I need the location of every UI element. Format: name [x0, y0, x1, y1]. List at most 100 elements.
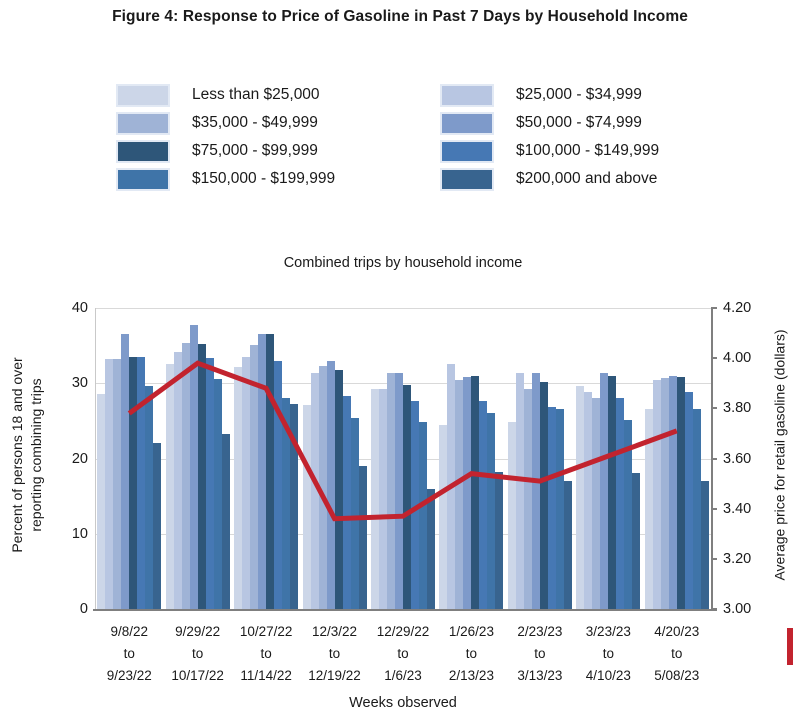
- legend-label: $100,000 - $149,999: [516, 142, 660, 159]
- x-axis-tick-label-line: 10/17/22: [171, 668, 224, 683]
- y-axis-tick-label-right: 3.60: [723, 451, 752, 467]
- x-axis-tick-label-line: to: [328, 646, 341, 661]
- bar: [547, 407, 556, 609]
- legend-swatch: [440, 140, 494, 163]
- bar: [326, 361, 335, 609]
- x-axis-tick-label: 9/8/22 to 9/23/22: [89, 621, 169, 687]
- y-axis-tick-label-right: 3.00: [723, 601, 752, 617]
- left-axis-title-line2: reporting combining trips: [28, 378, 44, 532]
- y-axis-tick-label-right: 4.20: [723, 300, 752, 316]
- bar: [221, 434, 230, 609]
- bar: [426, 489, 435, 609]
- bar: [479, 401, 488, 609]
- y-axis-tick-label-right: 3.40: [723, 501, 752, 517]
- bar: [692, 409, 701, 609]
- bar-group: [300, 308, 368, 609]
- legend-label: Less than $25,000: [192, 86, 320, 103]
- legend-swatch: [116, 112, 170, 135]
- y-axis-tick-label-left: 30: [71, 375, 88, 391]
- y-axis-tick-right: [711, 558, 717, 560]
- x-axis-tick-label: 1/26/23 to 2/13/23: [431, 621, 511, 687]
- legend-label: $35,000 - $49,999: [192, 114, 318, 131]
- y-axis-tick-label-left: 10: [71, 526, 88, 542]
- bar: [463, 377, 472, 609]
- bar: [700, 481, 709, 609]
- bar: [624, 420, 633, 609]
- bar-group: [506, 308, 574, 609]
- x-axis-tick-label: 3/23/23 to 4/10/23: [568, 621, 648, 687]
- x-axis-tick-label-line: to: [260, 646, 272, 661]
- x-axis-tick-label-line: to: [465, 646, 478, 661]
- x-axis-tick-label-line: 3/13/23: [517, 668, 563, 683]
- x-axis-tick-label: 2/23/23 to 3/13/23: [500, 621, 580, 687]
- bar: [370, 389, 379, 609]
- bar-group: [574, 308, 642, 609]
- bar: [386, 373, 395, 609]
- bar: [652, 380, 661, 609]
- x-axis-tick-label-line: to: [123, 646, 135, 661]
- bar: [539, 382, 548, 609]
- bar: [310, 373, 319, 609]
- bar: [197, 344, 206, 609]
- legend-swatch: [116, 84, 170, 107]
- bar: [137, 357, 146, 609]
- bar: [105, 359, 114, 609]
- bar: [523, 389, 532, 609]
- bar-group: [95, 308, 163, 609]
- chart-title: Combined trips by household income: [283, 255, 523, 271]
- x-axis-tick-label: 10/27/22 to 11/14/22: [226, 621, 306, 687]
- x-axis-tick-label-line: to: [671, 646, 683, 661]
- legend-label: $200,000 and above: [516, 170, 658, 187]
- bar: [394, 373, 403, 609]
- bar: [584, 392, 593, 609]
- y-axis-tick-label-right: 3.80: [723, 400, 752, 416]
- x-axis-tick-label-line: 4/20/23: [654, 624, 700, 639]
- bar: [173, 352, 182, 609]
- y-axis-tick-right: [711, 407, 717, 409]
- x-axis-title: Weeks observed: [349, 695, 457, 711]
- bar-group: [163, 308, 231, 609]
- bar-group: [369, 308, 437, 609]
- x-axis-tick-label: 4/20/23 to 5/08/23: [637, 621, 717, 687]
- gridline: [95, 383, 711, 384]
- line-series-legend-mark: [787, 628, 793, 665]
- bar: [402, 385, 411, 609]
- bar: [121, 334, 130, 609]
- bar: [302, 405, 311, 609]
- bar: [487, 413, 496, 609]
- legend-swatch: [440, 112, 494, 135]
- y-axis-line-left: [95, 308, 96, 609]
- right-axis-title: Average price for retail gasoline (dolla…: [771, 329, 788, 581]
- bar: [318, 366, 327, 609]
- bar: [165, 364, 174, 609]
- gridline: [95, 308, 711, 309]
- bar: [668, 376, 677, 609]
- bar: [358, 466, 367, 609]
- bar: [129, 357, 138, 609]
- bar: [531, 373, 540, 609]
- x-axis-tick-label-line: 12/29/22: [376, 624, 430, 639]
- x-axis-tick-label: 12/3/22 to 12/19/22: [294, 621, 374, 687]
- bar: [418, 422, 427, 609]
- bar: [378, 389, 387, 609]
- bar: [113, 359, 122, 609]
- bar: [213, 379, 222, 609]
- bar: [290, 404, 299, 609]
- bar: [342, 396, 351, 609]
- y-axis-tick-label-left: 0: [79, 601, 88, 617]
- bar: [563, 481, 572, 609]
- bar: [676, 377, 685, 609]
- x-axis-tick-label: 12/29/22 to 1/6/23: [363, 621, 443, 687]
- left-axis-title: Percent of persons 18 and over reporting…: [8, 357, 46, 552]
- legend-label: $75,000 - $99,999: [192, 142, 318, 159]
- legend-label: $150,000 - $199,999: [192, 170, 336, 187]
- bar: [684, 392, 693, 609]
- bar: [258, 334, 267, 609]
- legend-swatch: [440, 84, 494, 107]
- bar: [250, 345, 259, 609]
- bar: [507, 422, 516, 609]
- bar: [592, 398, 601, 609]
- legend-label: $25,000 - $34,999: [516, 86, 642, 103]
- bar: [471, 376, 480, 609]
